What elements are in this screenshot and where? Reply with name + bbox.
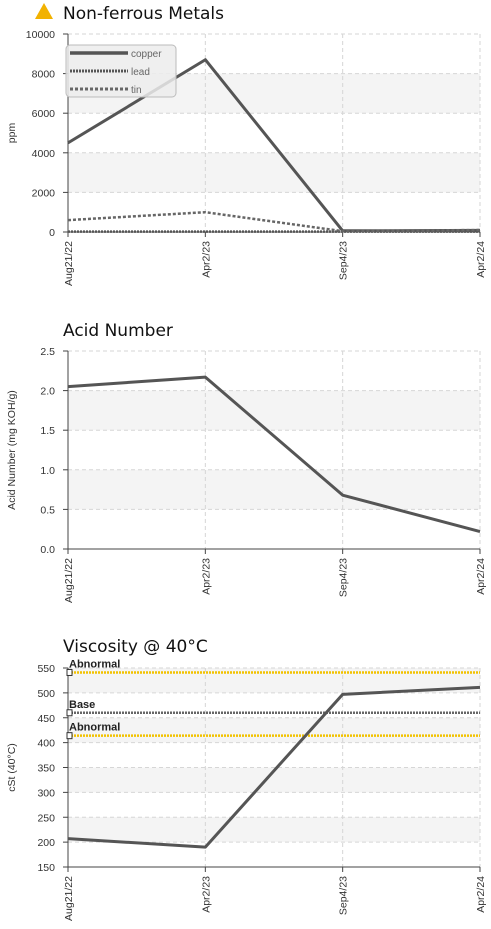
reference-line-marker — [66, 668, 73, 676]
grid-band — [68, 390, 480, 431]
viscosity-chart-title: Viscosity @ 40°C — [63, 637, 208, 657]
viscosity-chart: 150 200 250 300 350 400 450 500 550 Aug21/22 Apr2/… — [6, 658, 487, 921]
grid-band — [68, 152, 480, 193]
y-tick-label: 550 — [37, 663, 55, 675]
x-tick-label: Aug21/22 — [63, 241, 75, 286]
y-tick-label: 4000 — [32, 148, 56, 160]
y-tick-label: 350 — [37, 763, 55, 775]
y-tick-label: 2.0 — [40, 386, 55, 398]
legend-lead-label: lead — [131, 67, 150, 78]
grid-band — [68, 717, 480, 743]
reference-line-label: Abnormal — [69, 722, 120, 734]
y-tick-label: 150 — [37, 862, 55, 874]
metals-chart-title: Non-ferrous Metals — [63, 4, 225, 24]
reference-line-marker — [66, 709, 73, 717]
y-tick-label: 450 — [37, 713, 55, 725]
series-line — [67, 685, 481, 849]
x-tick-label: Apr2/23 — [200, 558, 212, 595]
x-tick-label: Apr2/23 — [200, 241, 212, 278]
viscosity-chart-panel: Viscosity @ 40°C — [0, 630, 491, 929]
y-tick-label: 2.5 — [40, 346, 55, 358]
y-tick-label: 500 — [37, 688, 55, 700]
y-axis-label: Acid Number (mg KOH/g) — [6, 390, 18, 510]
y-tick-label: 10000 — [26, 29, 55, 41]
y-tick-label: 300 — [37, 787, 55, 799]
metals-chart-panel: Non-ferrous Metals — [0, 0, 491, 310]
x-tick-label: Sep4/23 — [338, 241, 350, 280]
series-line — [67, 375, 481, 534]
acid-chart: 0.0 0.5 1.0 1.5 2.0 2.5 Aug21/22 Apr2/23 Sep4/23… — [6, 346, 487, 603]
reference-line-label: Abnormal — [69, 658, 120, 670]
x-tick-label: Apr2/24 — [475, 241, 487, 278]
x-tick-label: Sep4/23 — [338, 876, 350, 915]
metals-chart: 0 2000 4000 6000 8000 10000 Aug21/22 Apr2/23 Sep… — [6, 29, 487, 286]
acid-chart-title: Acid Number — [63, 321, 173, 341]
y-tick-label: 8000 — [32, 69, 56, 81]
x-tick-label: Apr2/23 — [200, 876, 212, 913]
reference-line-label: Base — [69, 699, 95, 711]
y-tick-label: 250 — [37, 812, 55, 824]
y-tick-label: 1.5 — [40, 425, 55, 437]
y-tick-label: 2000 — [32, 187, 56, 199]
warning-triangle-icon — [35, 3, 53, 19]
x-tick-label: Apr2/24 — [475, 558, 487, 595]
y-axis-label: ppm — [6, 123, 18, 144]
series-tin-line — [67, 210, 481, 233]
acid-chart-panel: Acid Number — [0, 310, 491, 630]
x-tick-label: Aug21/22 — [63, 558, 75, 603]
x-tick-label: Sep4/23 — [338, 558, 350, 597]
chart-legend: copper lead tin — [65, 44, 177, 98]
grid-band — [68, 817, 480, 843]
y-tick-label: 6000 — [32, 108, 56, 120]
legend-tin-label: tin — [131, 85, 142, 96]
reference-line-marker — [66, 732, 73, 740]
y-tick-label: 200 — [37, 837, 55, 849]
legend-copper-label: copper — [131, 49, 162, 60]
y-tick-label: 0.5 — [40, 504, 55, 516]
x-tick-label: Apr2/24 — [475, 876, 487, 913]
x-tick-label: Aug21/22 — [63, 876, 75, 921]
y-tick-label: 1.0 — [40, 465, 55, 477]
y-axis-label: cSt (40°C) — [6, 743, 18, 792]
y-tick-label: 0.0 — [40, 544, 55, 556]
y-tick-label: 400 — [37, 738, 55, 750]
grid-band — [68, 469, 480, 510]
y-tick-label: 0 — [49, 227, 55, 239]
